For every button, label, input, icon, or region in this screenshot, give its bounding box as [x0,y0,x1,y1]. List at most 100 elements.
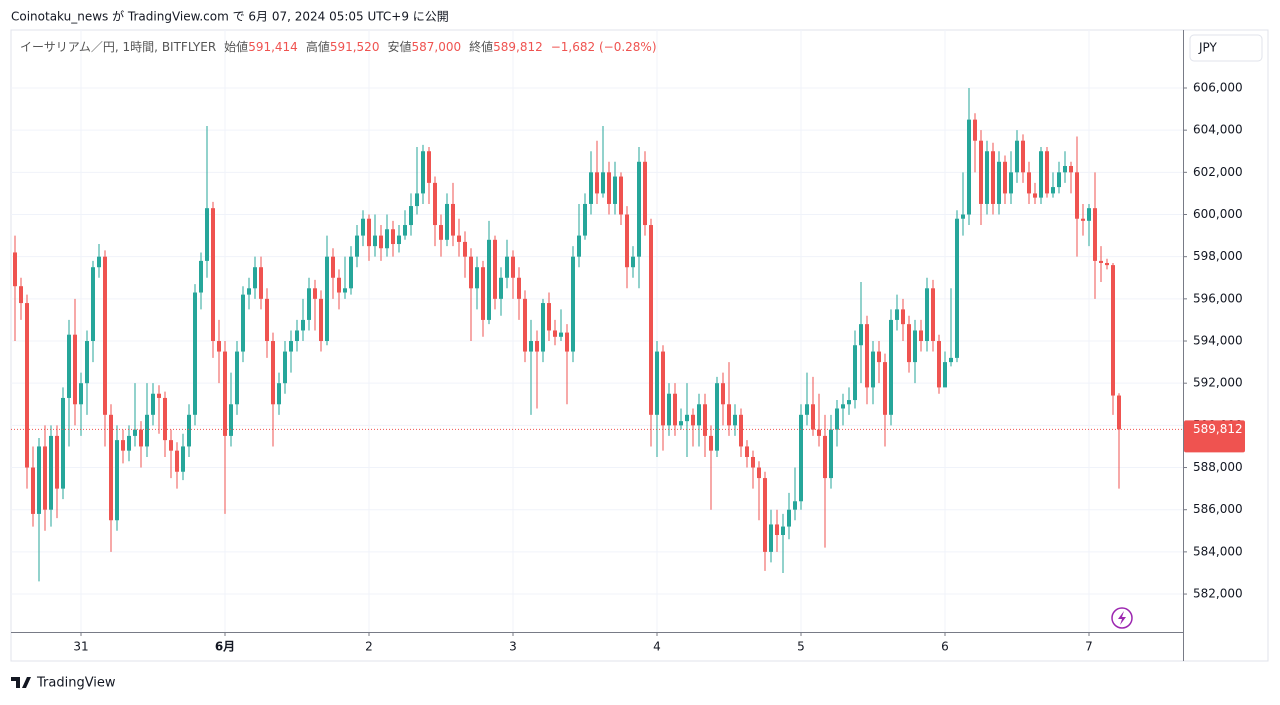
candle-body [277,383,281,405]
currency[interactable]: JPY [1198,41,1218,55]
candle-body [193,292,197,415]
candle-body [643,161,647,226]
y-tick-label: 594,000 [1193,334,1243,348]
candle-body [43,446,47,510]
candle-body [595,172,599,194]
candle-body [475,267,479,289]
candle-body [721,383,725,405]
candle-body [79,383,83,405]
candle-body [607,172,611,204]
candle-body [1039,151,1043,198]
candle-body [499,277,503,299]
candle-body [337,277,341,293]
candle-body [109,414,113,521]
candle-body [985,151,989,204]
y-tick-label: 586,000 [1193,502,1243,516]
candle-body [667,393,671,426]
candle-body [1117,395,1121,430]
candle-body [727,404,731,426]
legend-item-value: 587,000 [411,40,461,54]
candle-body [745,446,749,457]
candle-body [85,341,89,384]
candle-body [655,351,659,415]
candle-body [991,151,995,204]
candle-body [235,351,239,405]
candle-body [427,151,431,183]
plot [11,30,1187,636]
legend-symbol: イーサリアム／円, 1時間, BITFLYER [20,40,216,54]
candle-body [1111,265,1115,396]
candle-body [883,362,887,415]
candle-body [901,309,905,325]
candle-body [889,319,893,415]
legend-item-value: 589,812 [493,40,543,54]
candle-body [967,119,971,215]
candle-body [661,351,665,426]
candle-body [589,172,593,204]
candle-body [13,252,17,287]
candle-body [469,256,473,289]
candle-body [1081,218,1085,221]
candle-body [937,341,941,388]
candle-body [535,341,539,352]
candle-body [445,203,449,240]
candle-body [241,294,245,352]
candle-body [859,324,863,346]
candle-body [577,235,581,257]
candle-body [1087,208,1091,221]
alert-bolt [1118,611,1126,625]
candle-body [847,400,851,405]
candle-body [1075,172,1079,219]
candle-body [91,267,95,342]
candle-body [973,119,977,141]
candle-body [739,414,743,447]
candle-body [247,288,251,295]
candle-body [529,341,533,352]
candle-body [823,435,827,479]
candle-body [685,414,689,422]
candle-body [955,218,959,358]
candle-body [1015,140,1019,173]
candle-body [571,256,575,352]
candle-body [769,524,773,552]
candle-body [913,330,917,363]
candle-body [349,256,353,289]
y-tick-label: 592,000 [1193,376,1243,390]
candle-body [31,467,35,514]
candle-body [919,330,923,342]
candle-body [361,218,365,236]
candle-body [157,393,161,398]
candle-body [181,446,185,472]
candle-body [817,429,821,436]
candle-body [151,393,155,415]
candle-body [829,429,833,479]
candle-body [799,414,803,502]
candle-body [697,404,701,426]
candle-body [625,214,629,268]
candle-body [379,235,383,249]
candle-body [211,208,215,342]
alert-icon[interactable] [1111,607,1133,629]
candle-body [121,440,125,451]
candle-body [355,235,359,257]
x-tick-label: 2 [365,640,373,654]
y-tick-label: 598,000 [1193,249,1243,263]
legend-item-label: 高値 [306,39,330,54]
y-tick-label: 588,000 [1193,460,1243,474]
legend-item-value: 591,520 [330,40,380,54]
candle-body [481,267,485,320]
y-tick-label: 582,000 [1193,587,1243,601]
candle-body [253,267,257,289]
x-tick-label: 4 [653,640,661,654]
candle-body [1051,187,1055,194]
candle-body [1021,140,1025,173]
y-tick-label: 604,000 [1193,123,1243,137]
candle-body [547,303,551,331]
candle-body [139,429,143,447]
candle-body [223,351,227,436]
candle-body [301,319,305,331]
candle-body [751,456,755,468]
header: Coinotaku_news が TradingView.com で 6月 07… [11,9,449,24]
currency-box[interactable] [1189,34,1263,62]
candle-body [433,182,437,226]
